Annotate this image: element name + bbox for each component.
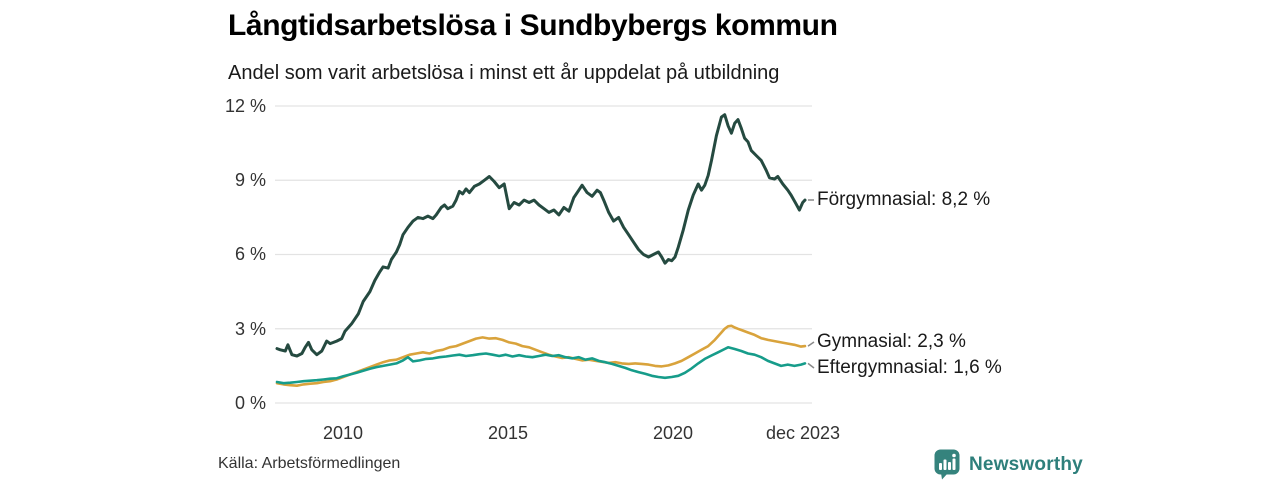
label-leader-gymnasial bbox=[807, 341, 815, 347]
x-axis-tick-2015: 2015 bbox=[487, 423, 529, 443]
y-axis-tick-3: 3 % bbox=[234, 319, 266, 339]
y-axis-tick-6: 6 % bbox=[234, 244, 266, 264]
y-axis-tick-9: 9 % bbox=[234, 170, 266, 190]
y-axis-tick-12: 12 % bbox=[224, 96, 266, 116]
series-label-forgymnasial: Förgymnasial: 8,2 % bbox=[817, 189, 991, 210]
series-label-eftergymnasial: Eftergymnasial: 1,6 % bbox=[817, 357, 1002, 378]
x-axis-tick-dec-2023: dec 2023 bbox=[765, 423, 841, 443]
x-axis-tick-2020: 2020 bbox=[652, 423, 694, 443]
y-axis-tick-0: 0 % bbox=[234, 393, 266, 413]
x-axis-tick-2010: 2010 bbox=[322, 423, 364, 443]
page-subtitle: Andel som varit arbetslösa i minst ett å… bbox=[228, 62, 780, 84]
series-label-gymnasial: Gymnasial: 2,3 % bbox=[817, 331, 966, 352]
source-note: Källa: Arbetsförmedlingen bbox=[218, 455, 401, 472]
newsworthy-brand[interactable]: Newsworthy bbox=[934, 449, 1083, 480]
page-title: Långtidsarbetslösa i Sundbybergs kommun bbox=[228, 9, 838, 42]
series-line-forgymnasial bbox=[275, 113, 807, 358]
label-leader-eftergymnasial bbox=[807, 362, 815, 369]
series-line-eftergymnasial bbox=[275, 345, 807, 385]
brand-name: Newsworthy bbox=[969, 453, 1083, 475]
newsworthy-bars-icon bbox=[934, 449, 960, 480]
